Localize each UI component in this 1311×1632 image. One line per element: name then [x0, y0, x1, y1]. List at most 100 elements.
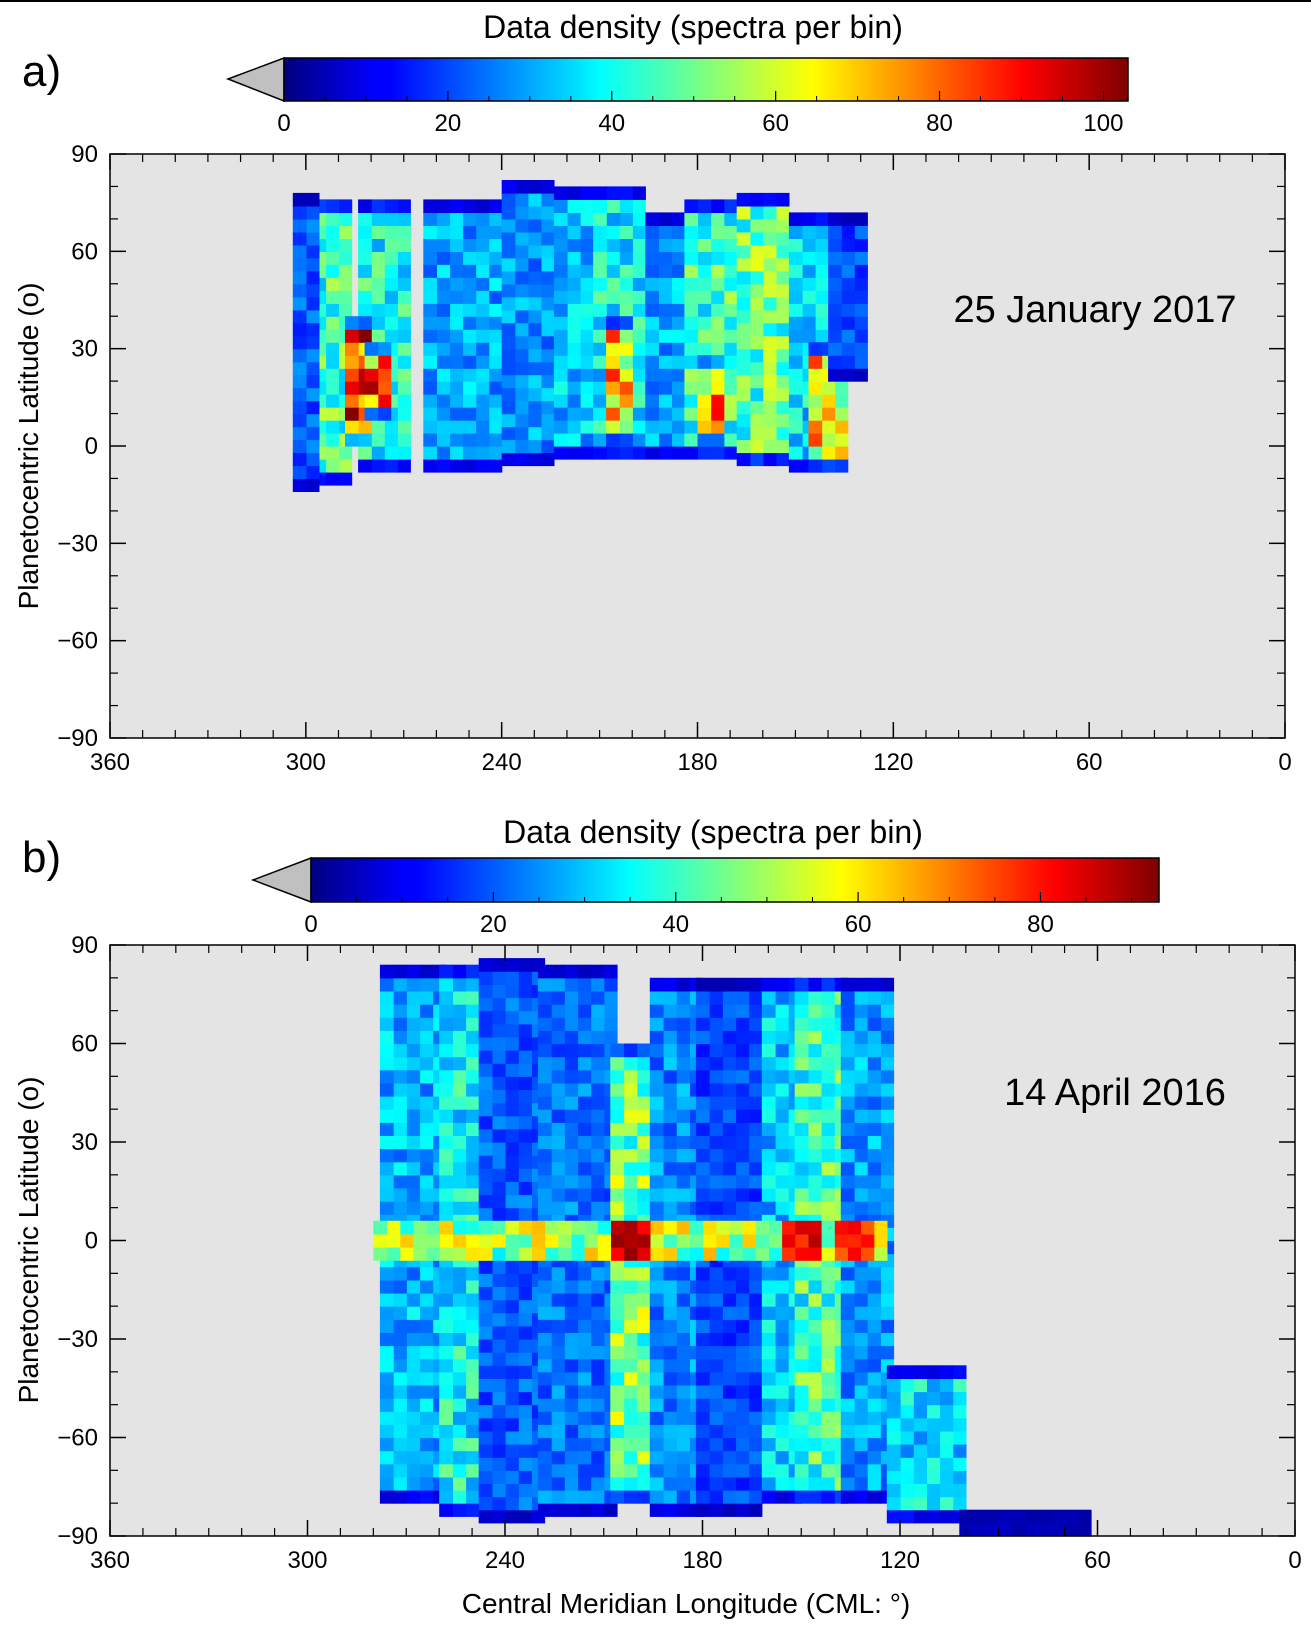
heatmap-cell [610, 1188, 625, 1202]
y-tick-label: 90 [71, 141, 98, 168]
heatmap-cell [292, 413, 307, 428]
heatmap-cell [808, 355, 823, 369]
heatmap-cell [379, 1332, 394, 1347]
heatmap-cell [623, 1201, 638, 1215]
heatmap-cell [465, 1174, 480, 1189]
heatmap-cell [735, 1293, 750, 1307]
heatmap-cell [393, 1411, 407, 1425]
heatmap-cell [749, 387, 764, 402]
heatmap-cell [807, 1385, 822, 1399]
heatmap-cell [406, 1411, 421, 1425]
heatmap-cell [551, 1135, 565, 1150]
heatmap-cell [527, 192, 542, 207]
heatmap-cell [537, 1450, 552, 1465]
heatmap-cell [518, 1378, 532, 1393]
heatmap-cell [325, 433, 340, 447]
heatmap-cell [501, 192, 516, 207]
heatmap-cell [325, 407, 340, 421]
heatmap-cell [808, 368, 823, 382]
heatmap-cell [774, 1030, 789, 1045]
heatmap-cell [710, 251, 725, 265]
heatmap-cell [540, 283, 555, 298]
heatmap-cell [475, 264, 490, 278]
heatmap-cell [645, 329, 659, 343]
heatmap-cell [436, 381, 451, 395]
heatmap-cell [452, 1017, 467, 1031]
heatmap-cell [551, 1148, 565, 1163]
heatmap-cell [371, 212, 385, 226]
heatmap-cell [527, 244, 542, 259]
heatmap-cell [649, 1332, 664, 1347]
heatmap-cell [566, 329, 581, 343]
heatmap-cell [305, 296, 320, 311]
heatmap-cell [488, 212, 503, 226]
heatmap-cell [566, 420, 581, 434]
heatmap-cell [748, 1109, 763, 1123]
heatmap-cell [580, 264, 594, 278]
heatmap-cell [722, 1056, 737, 1071]
heatmap-cell [325, 277, 340, 291]
heatmap-cell [723, 342, 738, 356]
heatmap-cell [439, 991, 453, 1005]
heatmap-cell [761, 1476, 776, 1491]
heatmap-cell [439, 1266, 453, 1281]
heatmap-cell [610, 1332, 625, 1347]
heatmap-cell [397, 303, 411, 317]
heatmap-cell [325, 355, 340, 369]
heatmap-cell [821, 1266, 835, 1281]
heatmap-cell [551, 1424, 565, 1439]
heatmap-cell [695, 1004, 710, 1018]
heatmap-cell [386, 1220, 401, 1235]
heatmap-cell [853, 1371, 868, 1386]
heatmap-cell [695, 1148, 710, 1163]
heatmap-cell [436, 303, 451, 317]
heatmap-cell [880, 1096, 895, 1110]
heatmap-cell [775, 348, 790, 363]
heatmap-cell [645, 355, 659, 369]
heatmap-cell [761, 1306, 776, 1320]
heatmap-cell [345, 329, 359, 343]
heatmap-cell [452, 1247, 467, 1261]
heatmap-cell [709, 1122, 723, 1136]
heatmap-cell [794, 1233, 809, 1248]
heatmap-cell [840, 1371, 855, 1386]
heatmap-cell [505, 1430, 519, 1445]
heatmap-cell [537, 1306, 552, 1320]
heatmap-cell [900, 1483, 914, 1498]
heatmap-cell [880, 1043, 895, 1058]
heatmap-cell [632, 186, 646, 200]
heatmap-cell [358, 238, 372, 252]
heatmap-cell [452, 991, 467, 1005]
heatmap-cell [821, 1201, 835, 1215]
heatmap-cell [636, 1069, 651, 1084]
heatmap-cell [722, 1109, 737, 1123]
heatmap-cell [590, 1437, 605, 1452]
heatmap-cell [439, 1358, 453, 1373]
heatmap-cell [697, 420, 712, 434]
heatmap-cell [748, 1371, 763, 1386]
heatmap-cell [840, 1463, 855, 1478]
heatmap-cell [775, 413, 790, 428]
heatmap-cell [840, 1122, 855, 1136]
heatmap-cell [821, 1279, 835, 1294]
heatmap-cell [580, 238, 594, 252]
heatmap-cell [465, 1306, 480, 1320]
heatmap-cell [518, 1391, 532, 1406]
heatmap-cell [518, 1036, 532, 1051]
heatmap-cell [379, 1122, 394, 1136]
heatmap-cell [828, 355, 842, 369]
heatmap-cell [853, 1188, 868, 1202]
heatmap-cell [853, 1450, 868, 1465]
heatmap-cell [606, 186, 620, 200]
heatmap-cell [709, 1490, 723, 1504]
heatmap-cell [379, 1437, 394, 1452]
heatmap-cell [606, 433, 620, 447]
heatmap-cell [736, 426, 751, 441]
heatmap-cell [406, 1385, 421, 1399]
heatmap-cell [854, 277, 868, 291]
heatmap-cell [880, 1345, 895, 1360]
heatmap-cell [840, 1030, 855, 1045]
heatmap-cell [488, 459, 503, 473]
heatmap-cell [735, 1188, 750, 1202]
heatmap-cell [564, 1293, 579, 1307]
